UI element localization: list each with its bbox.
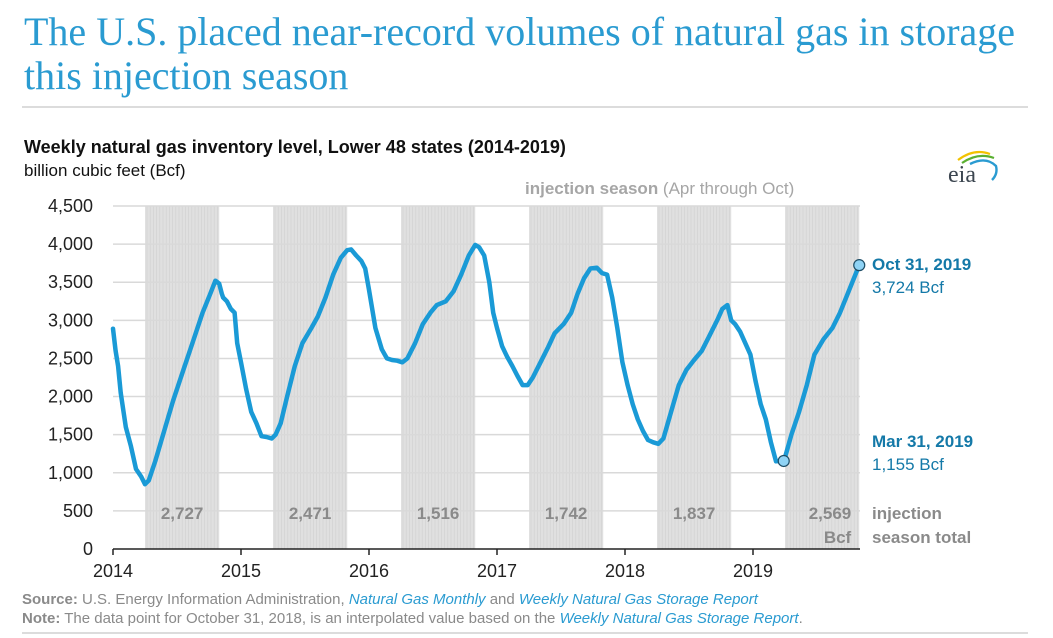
- y-tick-label: 2,000: [48, 387, 93, 407]
- weekly-storage-report-link[interactable]: Weekly Natural Gas Storage Report: [518, 591, 758, 608]
- annotation-value: 1,155 Bcf: [872, 455, 944, 474]
- season-totals: 2,727 2,471 1,516 1,742 1,837 2,569 Bcf injecti…: [161, 504, 971, 547]
- headline: The U.S. placed near-record volumes of n…: [24, 9, 1016, 98]
- x-tick-label: 2017: [477, 561, 517, 581]
- x-tick-label: 2014: [93, 561, 133, 581]
- y-tick-label: 1,500: [48, 425, 93, 445]
- season-total-label: 1,516: [417, 504, 460, 523]
- annotation-date: Oct 31, 2019: [872, 255, 971, 274]
- season-total-label: 2,727: [161, 504, 204, 523]
- season-total-label: 1,837: [673, 504, 716, 523]
- weekly-storage-report-link-note[interactable]: Weekly Natural Gas Storage Report: [559, 610, 799, 627]
- annotation-date: Mar 31, 2019: [872, 432, 973, 451]
- shade-label-bold: injection season: [525, 179, 658, 198]
- note-end: .: [798, 610, 803, 627]
- y-tick-label: 0: [83, 539, 93, 559]
- y-tick-label: 3,000: [48, 310, 93, 330]
- y-tick-label: 2,500: [48, 348, 93, 368]
- natural-gas-monthly-link[interactable]: Natural Gas Monthly: [348, 591, 486, 608]
- inventory-line: [110, 242, 862, 487]
- annotation-marker: [853, 259, 866, 272]
- x-tick-label: 2019: [733, 561, 773, 581]
- series-lines: [110, 242, 862, 487]
- source-text: U.S. Energy Information Administration,: [77, 591, 349, 608]
- gridlines: [113, 205, 860, 512]
- top-divider: [22, 106, 1028, 108]
- y-axis-labels: 0 500 1,000 1,500 2,000 2,500 3,000 3,500 4,000 4…: [48, 196, 93, 559]
- bottom-divider: [22, 632, 1028, 634]
- x-tick-label: 2018: [605, 561, 645, 581]
- eia-logo-icon: eia: [948, 150, 998, 186]
- chart-units: billion cubic feet (Bcf): [24, 161, 186, 180]
- source-label: Source:: [22, 591, 78, 608]
- totals-legend-line2: season total: [872, 528, 971, 547]
- x-tick-label: 2015: [221, 561, 261, 581]
- eia-logo-text: eia: [948, 162, 976, 186]
- source-line: Source: U.S. Energy Information Administ…: [22, 591, 758, 608]
- y-tick-label: 1,000: [48, 463, 93, 483]
- injection-season-shading: [145, 206, 860, 549]
- y-tick-label: 500: [63, 501, 93, 521]
- note-label: Note:: [22, 610, 61, 627]
- season-total-unit: Bcf: [824, 528, 852, 547]
- y-tick-label: 3,500: [48, 272, 93, 292]
- season-total-label: 2,569: [809, 504, 852, 523]
- chart-area: 0 500 1,000 1,500 2,000 2,500 3,000 3,500 4,000 4…: [48, 179, 973, 581]
- y-tick-label: 4,500: [48, 196, 93, 216]
- x-axis: 2014 2015 2016 2017 2018 2019: [93, 548, 860, 581]
- shade-label-rest: (Apr through Oct): [658, 179, 794, 198]
- totals-legend-line1: injection: [872, 504, 942, 523]
- note-line: Note: The data point for October 31, 201…: [22, 610, 803, 627]
- annotation-marker: [777, 454, 790, 468]
- chart-title: Weekly natural gas inventory level, Lowe…: [24, 137, 566, 157]
- season-total-label: 2,471: [289, 504, 332, 523]
- season-total-label: 1,742: [545, 504, 588, 523]
- annotation-value: 3,724 Bcf: [872, 278, 944, 297]
- injection-season-legend: injection season (Apr through Oct): [525, 179, 794, 198]
- note-text: The data point for October 31, 2018, is …: [60, 610, 560, 627]
- y-tick-label: 4,000: [48, 234, 93, 254]
- annotations: Oct 31, 2019 3,724 Bcf Mar 31, 2019 1,155 B…: [777, 255, 973, 474]
- source-and: and: [485, 591, 519, 608]
- x-tick-label: 2016: [349, 561, 389, 581]
